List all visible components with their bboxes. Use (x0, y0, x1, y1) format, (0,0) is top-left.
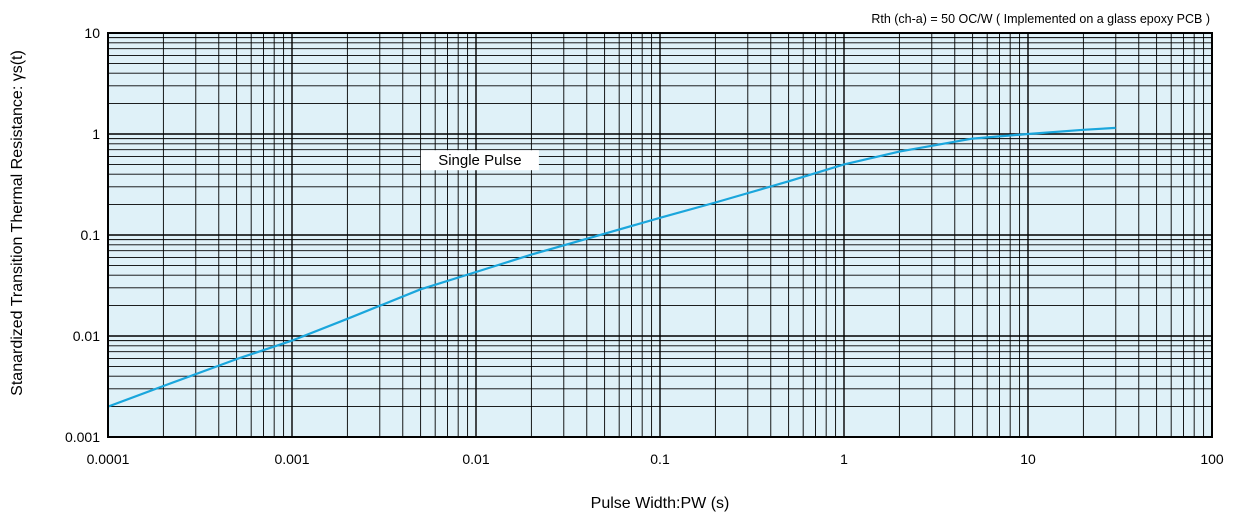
x-tick-label: 0.0001 (87, 451, 130, 467)
y-tick-label: 0.1 (81, 227, 101, 243)
y-tick-labels: 0.001 0.01 0.1 1 10 (65, 25, 100, 445)
x-tick-label: 0.01 (462, 451, 489, 467)
x-tick-label: 1 (840, 451, 848, 467)
grid (108, 33, 1212, 437)
y-tick-label: 0.001 (65, 429, 100, 445)
x-axis-title: Pulse Width:PW (s) (591, 495, 730, 512)
y-axis-title: Stanardized Transition Thermal Resistanc… (9, 50, 26, 396)
plot-frame (107, 32, 1213, 438)
series-label: Single Pulse (420, 150, 539, 171)
x-tick-label: 0.001 (274, 451, 309, 467)
y-tick-label: 10 (84, 25, 100, 41)
x-tick-label: 100 (1200, 451, 1224, 467)
x-tick-label: 0.1 (650, 451, 670, 467)
x-tick-labels: 0.0001 0.001 0.01 0.1 1 10 100 (87, 451, 1224, 467)
chart-note: Rth (ch-a) = 50 OC/W ( Implemented on a … (871, 12, 1210, 26)
series-line-single-pulse (107, 126, 1116, 408)
series-label-text: Single Pulse (438, 152, 521, 169)
x-tick-label: 10 (1020, 451, 1036, 467)
y-tick-label: 1 (92, 126, 100, 142)
y-tick-label: 0.01 (73, 328, 100, 344)
series-label-background (420, 150, 539, 171)
